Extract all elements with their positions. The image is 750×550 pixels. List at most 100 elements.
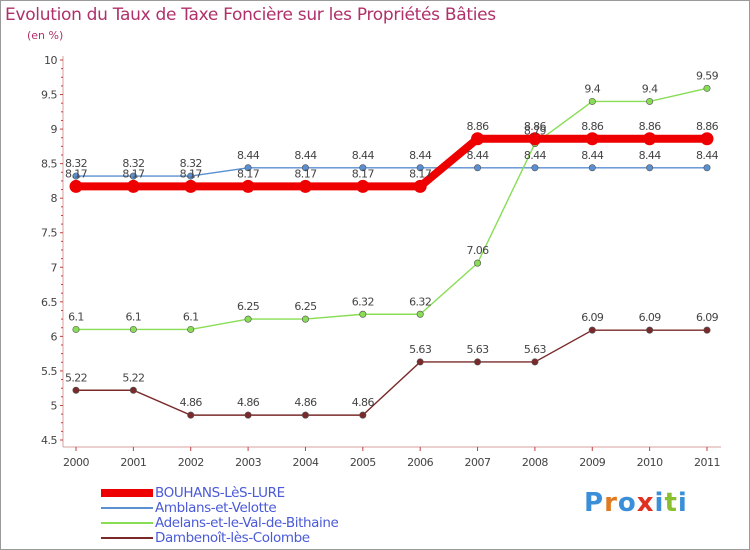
series-point	[588, 97, 596, 105]
data-label: 8.44	[696, 149, 719, 162]
series-point	[413, 179, 427, 193]
series-point	[187, 172, 195, 180]
data-label: 8.17	[352, 167, 375, 180]
y-tick-label: 5	[51, 399, 58, 412]
series-line-2	[76, 87, 708, 331]
data-label: 8.79	[524, 125, 547, 138]
logo-letter: i	[677, 488, 688, 518]
legend-label-adelans: Adelans-et-le-Val-de-Bithaine	[155, 515, 339, 531]
data-label: 8.44	[639, 149, 662, 162]
data-label: 8.44	[409, 149, 432, 162]
data-label: 4.86	[180, 396, 203, 409]
series-point	[474, 259, 482, 267]
series-point	[703, 164, 711, 172]
data-label: 8.17	[409, 167, 432, 180]
series-point	[528, 132, 542, 146]
x-tick-label: 2000	[63, 456, 89, 469]
y-tick-label: 9	[51, 123, 58, 136]
y-tick-label: 6	[51, 330, 58, 343]
y-tick-label: 7	[51, 261, 58, 274]
data-label: 8.17	[294, 167, 317, 180]
data-label: 9.4	[642, 82, 658, 95]
data-label: 5.63	[524, 343, 547, 356]
data-label: 9.59	[696, 69, 719, 82]
series-point	[474, 358, 482, 366]
legend-swatch-bouhans	[101, 489, 153, 497]
series-point	[72, 325, 80, 333]
series-point	[301, 315, 309, 323]
data-label: 6.32	[352, 295, 374, 308]
data-label: 5.22	[65, 371, 87, 384]
data-label: 6.1	[183, 310, 199, 323]
x-tick-label: 2010	[637, 456, 663, 469]
x-tick-label: 2002	[178, 456, 204, 469]
series-point	[703, 84, 711, 92]
chart-subtitle: (en %)	[27, 29, 64, 42]
x-tick-label: 2009	[579, 456, 605, 469]
series-point	[588, 326, 596, 334]
series-point	[184, 179, 198, 193]
series-point	[531, 164, 539, 172]
data-label: 8.32	[122, 157, 144, 170]
series-point	[129, 172, 137, 180]
series-point	[531, 358, 539, 366]
data-label: 9.4	[584, 82, 600, 95]
y-tick-label: 8.5	[41, 158, 57, 171]
data-label: 8.86	[639, 120, 662, 133]
logo-letter: o	[617, 488, 637, 518]
series-point	[416, 358, 424, 366]
data-label: 6.25	[237, 300, 260, 313]
y-tick-label: 4.5	[41, 434, 57, 447]
y-tick-label: 10	[44, 54, 57, 67]
data-label: 8.17	[237, 167, 260, 180]
series-point	[129, 325, 137, 333]
data-label: 6.1	[126, 310, 142, 323]
data-label: 5.63	[409, 343, 432, 356]
data-label: 8.44	[466, 149, 489, 162]
x-tick-label: 2008	[522, 456, 548, 469]
data-label: 7.06	[466, 244, 489, 257]
series-point	[588, 164, 596, 172]
data-label: 4.86	[352, 396, 375, 409]
series-point	[643, 132, 657, 146]
series-point	[126, 179, 140, 193]
data-label: 8.44	[581, 149, 604, 162]
series-line-1	[76, 167, 707, 177]
data-label: 4.86	[237, 396, 260, 409]
data-label: 8.86	[696, 120, 719, 133]
x-tick-label: 2007	[465, 456, 491, 469]
legend-swatch-adelans	[101, 522, 153, 524]
data-label: 6.09	[696, 311, 719, 324]
series-point	[69, 179, 83, 193]
series-point	[301, 411, 309, 419]
y-tick-label: 6.5	[41, 296, 57, 309]
series-point	[241, 179, 255, 193]
data-label: 8.86	[466, 120, 489, 133]
logo-letter: i	[654, 488, 665, 518]
series-point	[72, 172, 80, 180]
data-label: 6.32	[409, 295, 431, 308]
legend-label-bouhans: BOUHANS-LèS-LURE	[155, 485, 285, 501]
data-label: 8.44	[294, 149, 317, 162]
series-point	[471, 132, 485, 146]
series-point	[187, 411, 195, 419]
logo-letter: x	[636, 488, 655, 518]
y-tick-label: 5.5	[41, 365, 57, 378]
series-point	[474, 164, 482, 172]
data-label: 6.09	[639, 311, 662, 324]
data-label: 8.86	[524, 120, 547, 133]
x-tick-label: 2005	[350, 456, 376, 469]
proxiti-logo: Proxiti	[584, 488, 688, 518]
x-tick-label: 2006	[407, 456, 433, 469]
data-label: 8.44	[352, 149, 375, 162]
data-label: 8.86	[581, 120, 604, 133]
data-label: 5.22	[122, 371, 144, 384]
series-point	[646, 164, 654, 172]
data-label: 8.44	[237, 149, 260, 162]
series-point	[301, 164, 309, 172]
series-point	[359, 310, 367, 318]
y-tick-label: 9.5	[41, 89, 57, 102]
data-label: 8.17	[180, 167, 203, 180]
series-point	[416, 310, 424, 318]
